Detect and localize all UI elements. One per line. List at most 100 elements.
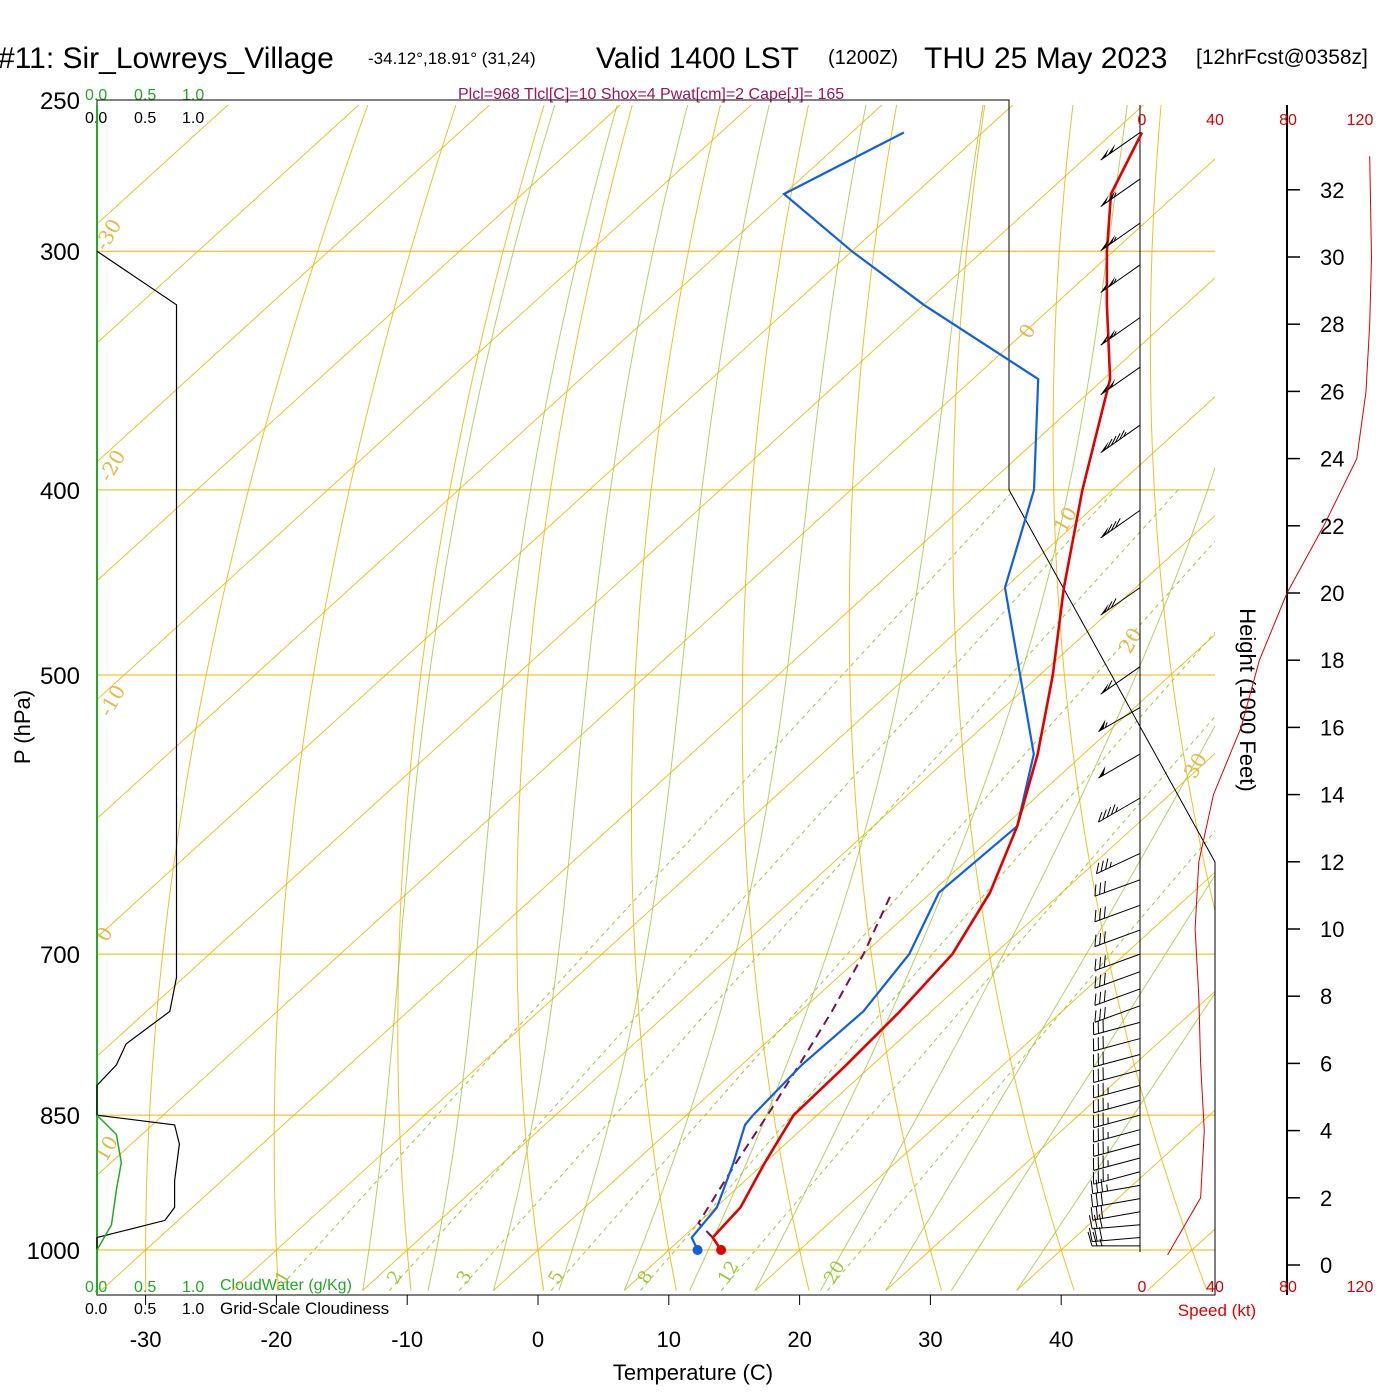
wind-barb-half-flag [1113,236,1117,242]
temperature-profile [711,131,1144,1251]
wind-barb [1098,753,1141,779]
dry-adiabat [1052,105,1208,1291]
isotherm [1147,1228,1215,1291]
wind-barb-pennant [1100,333,1109,346]
wind-barb-staff [1092,1184,1141,1195]
wind-barb [1090,1178,1141,1195]
cloudwater-label: CloudWater (g/Kg) [220,1277,352,1294]
isotherm [754,871,1215,1291]
wind-barb [1090,1205,1141,1221]
wind-barb [1092,1035,1141,1052]
wind-barb-staff [1098,797,1141,823]
wind-barb [1092,1019,1141,1036]
wind-barb-flag [1096,862,1100,874]
isotherm [97,105,752,701]
wind-barb-staff [1100,366,1141,396]
wind-barb-flag [1106,680,1113,690]
wind-barb-half-flag [1113,331,1117,337]
wind-barb [1100,366,1141,396]
wind-barb-flag [1099,932,1102,945]
p-tick-label: 700 [40,942,80,969]
wind-barb-flag [1094,909,1097,922]
x-tick-label: -30 [130,1327,162,1352]
wind-barb-staff [1098,753,1141,779]
wind-barb [1088,1227,1141,1243]
wind-barb-half-flag [1123,431,1127,437]
wind-barb [1097,797,1141,823]
dry-adiabat [1336,66,1400,1290]
cloudiness-scale-top-1: 0.5 [134,110,156,127]
wind-barb-flag [1105,858,1109,870]
grid-clip [97,66,1400,1291]
wind-barb-staff [1094,988,1141,1006]
wind-barb-half-flag [1113,192,1117,198]
isotherm-label: 0 [91,922,118,945]
wind-barb-flag [1094,958,1097,971]
speed-tick-label-top: 40 [1206,112,1224,129]
wind-barb-flag [1100,1192,1104,1206]
wind-barb-staff [1094,971,1141,989]
wind-barb [1092,1141,1141,1157]
wind-barb-staff [1100,587,1141,616]
wind-barb-staff [1093,1069,1141,1083]
wind-barb-flag [1095,1179,1099,1193]
wind-barb-flag [1106,523,1113,534]
moist-adiabat [754,105,1128,1291]
wind-barb-pennant [1100,682,1109,695]
wind-barb [1100,587,1141,616]
wind-barb-staff [1093,1143,1141,1157]
wind-barb [1100,132,1141,161]
height-tick-label: 22 [1320,514,1344,539]
moist-adiabat [493,105,689,1291]
height-tick-label: 12 [1320,850,1344,875]
dry-adiabat [952,105,1075,1291]
wind-barb [1092,1112,1141,1129]
moist-adiabat [623,105,867,1291]
moist-adiabat [885,724,1215,1291]
wind-barb [1100,222,1141,252]
dry-adiabat [848,105,943,1291]
station-coords: -34.12°,18.91° (31,24) [368,49,536,68]
wind-barb [1096,852,1141,875]
wind-barb [1100,424,1141,454]
wind-barb [1092,1051,1141,1068]
cloudiness-scale-bottom-0: 0.0 [85,1301,107,1318]
height-tick-label: 16 [1320,715,1344,740]
wind-barb-half-flag [1099,1238,1103,1246]
wind-barb-pennant [1107,234,1116,247]
wind-barb-staff [1100,317,1141,346]
wind-barb-staff [1092,1236,1141,1243]
y-axis-title: P (hPa) [10,690,35,764]
wind-barb [1092,1082,1141,1099]
wind-barb-staff [1096,852,1141,875]
height-tick-label: 24 [1320,447,1344,472]
wind-barb-flag [1092,1231,1098,1246]
dry-adiabat [741,105,810,1291]
height-tick-label: 6 [1320,1051,1332,1076]
station-name: #11: Sir_Lowreys_Village [0,42,334,75]
wind-barb-pennant [1107,276,1116,288]
speed-tick-label-top: 80 [1279,112,1297,129]
wind-barb-half-flag [1104,722,1108,728]
wind-barb-staff [1100,178,1141,208]
wind-speed-profile [1167,156,1373,1256]
wind-barb-staff [1093,1157,1141,1171]
height-tick-label: 0 [1320,1253,1332,1278]
wind-barb-flag [1094,993,1097,1006]
speed-axis-title: Speed (kt) [1178,1301,1256,1320]
wind-barb-flag [1103,1006,1106,1019]
wind-barb-flag [1099,882,1102,895]
axes-layer: -30 -20 -10 0 10 20 30 401000850700500400300250… [27,88,1374,1352]
wind-barb-flag [1103,972,1106,985]
speed-tick-label-top: 0 [1138,112,1147,129]
wind-barb-half-flag [1109,861,1112,868]
wind-barb-staff [1098,707,1141,732]
wind-barb-flag [1103,955,1106,968]
surface-dewpoint-dot [692,1245,703,1255]
cloudwater-scale-top-0: 0.0 [85,87,107,104]
p-tick-label: 400 [40,478,80,505]
dry-adiabat [397,105,545,1291]
wind-barb-flag [1103,880,1106,893]
